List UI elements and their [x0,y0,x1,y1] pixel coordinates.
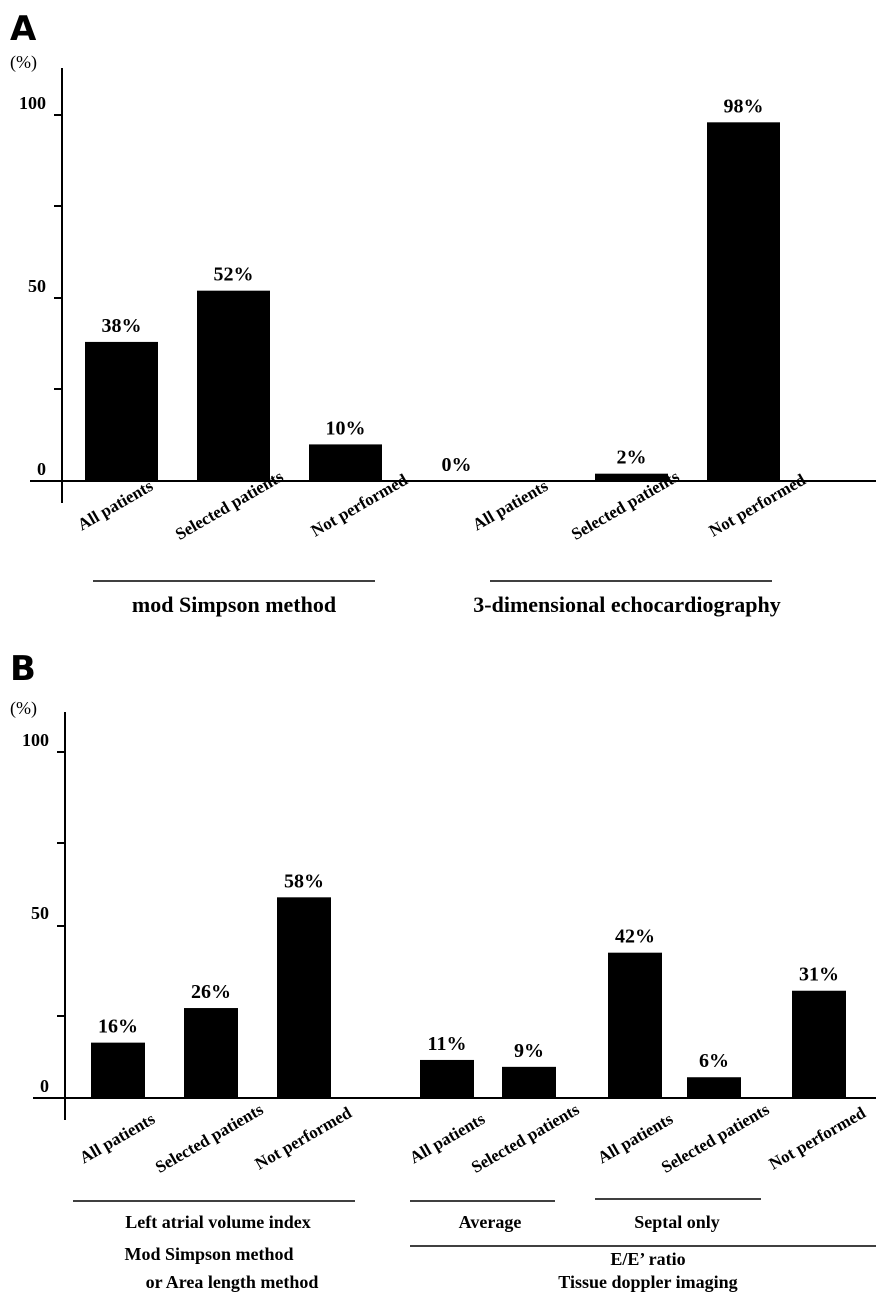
y-tick-label: 0 [37,459,46,479]
y-tick-label: 50 [31,903,49,923]
bar [707,122,780,481]
data-label: 38% [102,315,142,337]
bar [91,1042,145,1098]
bar [277,897,331,1098]
bar [792,990,846,1098]
category-label: Not performed [766,1103,870,1174]
data-label: 31% [799,964,839,986]
data-label: 9% [514,1040,544,1062]
y-tick-label: 100 [22,730,49,750]
category-label: Selected patients [152,1099,267,1176]
bar [595,473,668,481]
y-tick-label: 50 [28,276,46,296]
y-unit-label: (%) [10,52,37,73]
group-sublabel: or Area length method [146,1272,319,1292]
data-label: 11% [428,1033,467,1055]
bar [502,1066,556,1098]
group-label: Average [459,1212,522,1232]
data-label: 42% [615,926,655,948]
y-tick-label: 0 [40,1076,49,1096]
data-label: 16% [98,1016,138,1038]
group-label: Left atrial volume index [125,1212,310,1232]
category-label: Not performed [252,1103,356,1174]
group-label: E/E’ ratio [610,1249,685,1269]
group-sublabel: Mod Simpson method [124,1244,293,1264]
category-label: All patients [74,476,156,534]
panel-letter: B [10,649,36,689]
panel-letter: A [10,9,37,49]
bar [420,1059,474,1098]
group-label: Septal only [634,1212,720,1232]
data-label: 98% [724,95,764,117]
data-label: 2% [617,447,647,469]
bar [309,444,382,481]
bar [608,952,662,1098]
bar [184,1008,238,1098]
category-label: Selected patients [468,1099,583,1176]
y-tick-label: 100 [19,93,46,113]
bar [85,341,158,481]
bar [197,290,270,481]
data-label: 26% [191,981,231,1003]
data-label: 0% [442,454,472,476]
group-label: 3-dimensional echocardiography [473,592,780,617]
category-label: All patients [469,476,551,534]
bar [687,1077,741,1098]
category-label: All patients [76,1109,158,1167]
group-label: mod Simpson method [132,592,336,617]
category-label: Selected patients [658,1099,773,1176]
data-label: 10% [326,417,366,439]
panel-b: B (%) 0 50 100 16% 26% 58% 11% 9% 42% 6% 31% All pati… [10,649,876,1292]
data-label: 6% [699,1050,729,1072]
data-label: 58% [284,870,324,892]
data-label: 52% [214,264,254,286]
group-sublabel: Tissue doppler imaging [558,1272,737,1292]
y-unit-label: (%) [10,698,37,719]
